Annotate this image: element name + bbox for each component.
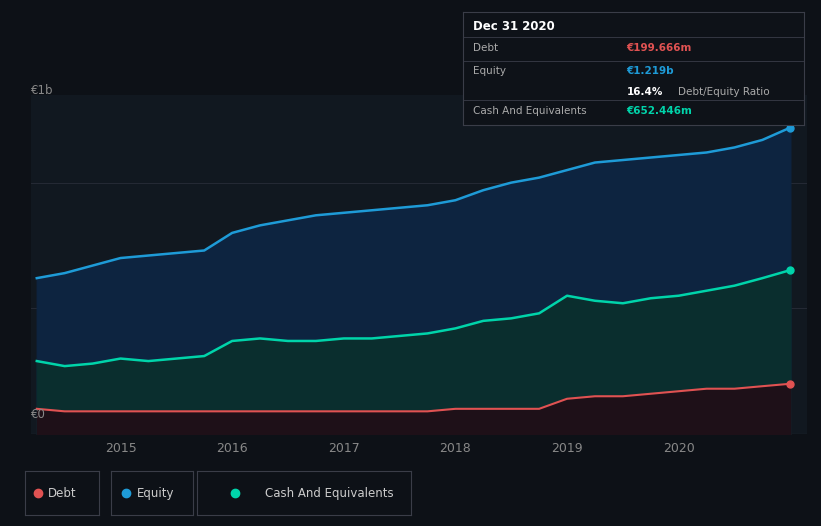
Text: Debt/Equity Ratio: Debt/Equity Ratio bbox=[677, 87, 769, 97]
Text: Debt: Debt bbox=[48, 487, 77, 500]
Text: €0: €0 bbox=[31, 408, 46, 421]
Text: €652.446m: €652.446m bbox=[626, 106, 692, 116]
Text: €199.666m: €199.666m bbox=[626, 43, 692, 53]
Text: Cash And Equivalents: Cash And Equivalents bbox=[265, 487, 394, 500]
Text: Dec 31 2020: Dec 31 2020 bbox=[473, 20, 555, 33]
Text: €1b: €1b bbox=[31, 84, 53, 97]
Text: Debt: Debt bbox=[473, 43, 498, 53]
Text: Equity: Equity bbox=[473, 66, 507, 76]
Text: €1.219b: €1.219b bbox=[626, 66, 674, 76]
Text: Cash And Equivalents: Cash And Equivalents bbox=[473, 106, 587, 116]
Text: Equity: Equity bbox=[137, 487, 175, 500]
Text: 16.4%: 16.4% bbox=[626, 87, 663, 97]
